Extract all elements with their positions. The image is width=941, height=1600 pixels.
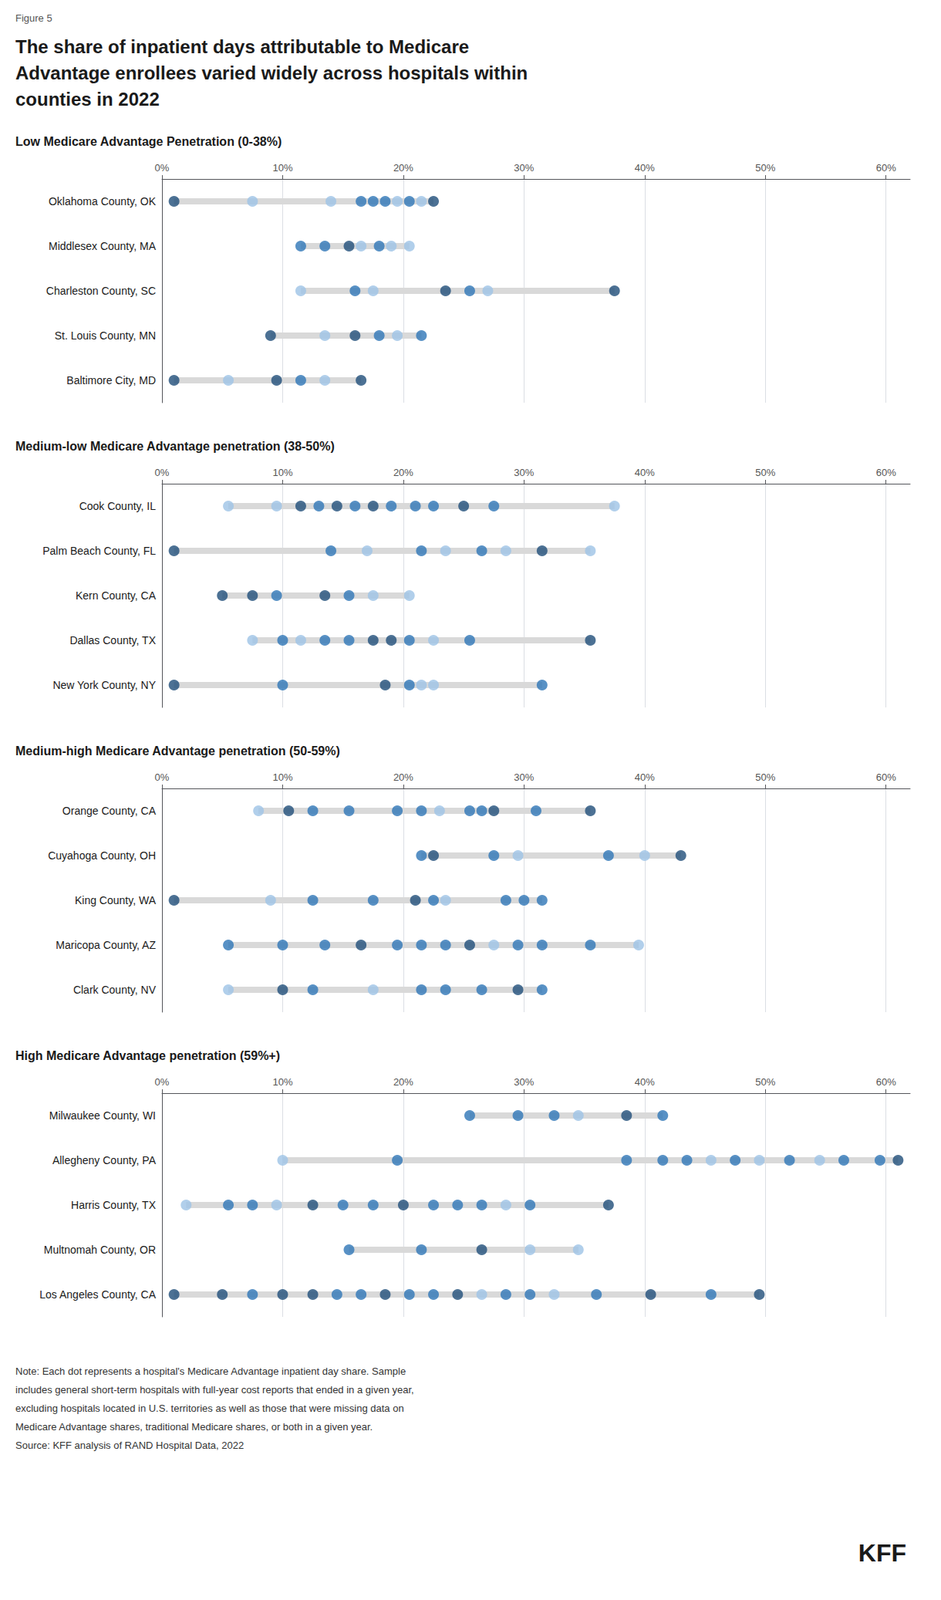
svg-text:Note: Each dot represents a ho: Note: Each dot represents a hospital's M… — [15, 1365, 406, 1377]
svg-text:KFF: KFF — [858, 1538, 907, 1567]
svg-text:20%: 20% — [393, 466, 414, 479]
svg-text:Medium-high Medicare Advantage: Medium-high Medicare Advantage penetrati… — [15, 744, 341, 758]
svg-text:King County, WA: King County, WA — [74, 893, 157, 907]
svg-text:0%: 0% — [155, 161, 170, 174]
svg-text:Milwaukee County, WI: Milwaukee County, WI — [49, 1109, 156, 1122]
svg-text:Charleston County, SC: Charleston County, SC — [46, 284, 156, 297]
svg-text:60%: 60% — [876, 771, 897, 783]
svg-text:Medicare Advantage shares, tra: Medicare Advantage shares, traditional M… — [15, 1420, 373, 1433]
svg-text:10%: 10% — [272, 466, 293, 479]
svg-text:10%: 10% — [272, 1075, 293, 1088]
svg-text:Baltimore City, MD: Baltimore City, MD — [66, 374, 156, 387]
svg-text:30%: 30% — [513, 466, 534, 479]
svg-text:0%: 0% — [155, 771, 170, 783]
svg-text:40%: 40% — [634, 771, 655, 783]
svg-text:Figure 5: Figure 5 — [15, 12, 53, 24]
svg-text:Multnomah County, OR: Multnomah County, OR — [43, 1243, 156, 1256]
svg-text:Palm Beach County, FL: Palm Beach County, FL — [42, 544, 156, 557]
svg-text:New York County, NY: New York County, NY — [52, 678, 156, 692]
svg-text:40%: 40% — [634, 161, 655, 174]
svg-text:40%: 40% — [634, 1075, 655, 1088]
svg-text:Orange County, CA: Orange County, CA — [62, 804, 157, 817]
svg-text:Allegheny County, PA: Allegheny County, PA — [52, 1153, 157, 1167]
svg-text:60%: 60% — [876, 1075, 897, 1088]
svg-text:Middlesex County, MA: Middlesex County, MA — [48, 239, 157, 253]
svg-text:Clark County, NV: Clark County, NV — [73, 983, 157, 996]
svg-text:Low Medicare Advantage Penetra: Low Medicare Advantage Penetration (0-38… — [15, 134, 282, 149]
svg-text:includes general short-term ho: includes general short-term hospitals wi… — [15, 1383, 415, 1396]
svg-text:Advantage enrollees varied wid: Advantage enrollees varied widely across… — [15, 62, 528, 84]
svg-text:Los Angeles County, CA: Los Angeles County, CA — [39, 1288, 156, 1301]
svg-text:50%: 50% — [755, 771, 776, 783]
svg-text:40%: 40% — [634, 466, 655, 479]
svg-text:Source: KFF analysis of RAND H: Source: KFF analysis of RAND Hospital Da… — [15, 1439, 244, 1451]
svg-text:Cuyahoga County, OH: Cuyahoga County, OH — [47, 849, 156, 862]
svg-text:30%: 30% — [513, 161, 534, 174]
svg-text:St. Louis County, MN: St. Louis County, MN — [54, 329, 156, 342]
svg-text:Oklahoma County, OK: Oklahoma County, OK — [48, 195, 157, 208]
svg-text:20%: 20% — [393, 161, 414, 174]
svg-text:Harris County, TX: Harris County, TX — [70, 1198, 157, 1211]
svg-text:Medium-low Medicare Advantage: Medium-low Medicare Advantage penetratio… — [15, 439, 335, 453]
svg-text:50%: 50% — [755, 161, 776, 174]
svg-text:10%: 10% — [272, 771, 293, 783]
svg-text:The share of inpatient days at: The share of inpatient days attributable… — [15, 36, 469, 58]
svg-text:counties in 2022: counties in 2022 — [15, 88, 160, 110]
svg-text:Cook County, IL: Cook County, IL — [79, 499, 157, 513]
svg-text:20%: 20% — [393, 771, 414, 783]
svg-text:0%: 0% — [155, 1075, 170, 1088]
svg-text:High Medicare Advantage penetr: High Medicare Advantage penetration (59%… — [15, 1048, 280, 1063]
svg-text:60%: 60% — [876, 466, 897, 479]
svg-text:30%: 30% — [513, 1075, 534, 1088]
svg-text:50%: 50% — [755, 1075, 776, 1088]
svg-text:50%: 50% — [755, 466, 776, 479]
svg-text:excluding hospitals located in: excluding hospitals located in U.S. terr… — [15, 1402, 405, 1414]
svg-text:10%: 10% — [272, 161, 293, 174]
svg-text:60%: 60% — [876, 161, 897, 174]
svg-text:20%: 20% — [393, 1075, 414, 1088]
svg-text:Maricopa County, AZ: Maricopa County, AZ — [55, 938, 156, 952]
svg-text:Dallas County, TX: Dallas County, TX — [69, 634, 156, 647]
svg-text:0%: 0% — [155, 466, 170, 479]
svg-text:Kern County, CA: Kern County, CA — [75, 589, 157, 602]
svg-text:30%: 30% — [513, 771, 534, 783]
